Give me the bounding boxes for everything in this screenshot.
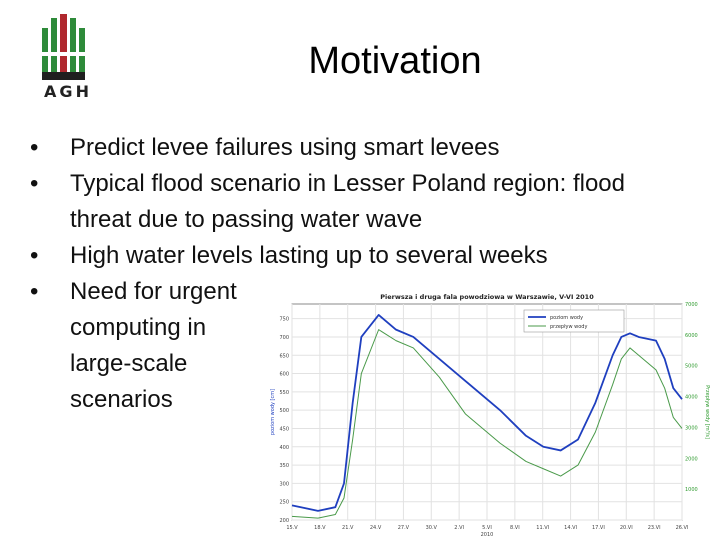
y-tick-label: 200 [279,518,289,524]
bullet-text: High water levels lasting up to several … [70,242,548,269]
y2-tick-label: 4000 [685,395,698,401]
agh-logo [42,14,85,80]
logo-text: AGH [44,82,92,101]
y-tick-label: 400 [279,445,289,451]
y2-tick-label: 2000 [685,456,698,462]
bullet-list: • Predict levee failures using smart lev… [30,130,690,418]
series-line-2 [291,329,683,519]
bullet-item: • Predict levee failures using smart lev… [30,130,690,166]
chart-title: Pierwsza i druga fala powodziowa w Warsz… [380,293,594,301]
bullet-symbol: • [30,278,39,305]
x-tick-label: 21.V [342,525,354,531]
y-tick-label: 600 [279,372,289,378]
y-tick-label: 650 [279,353,289,359]
legend-label: poziom wody [550,315,583,321]
x-tick-label: 18.V [314,525,326,531]
y-tick-label: 250 [279,500,289,506]
x-tick-label: 27.V [398,525,410,531]
y-tick-label: 300 [279,481,289,487]
chart-svg: 200 250 300 350 400 450 500 550 600 650 700 750 15.V… [270,293,710,538]
legend-label: przepływ wody [550,324,587,330]
bullet-text: Predict levee failures using smart levee… [70,134,500,161]
slide-title: Motivation [308,40,482,82]
x-tick-label: 11.VI [536,525,549,531]
x-tick-label: 30.V [426,525,438,531]
y-tick-label: 500 [279,408,289,414]
x-tick-label: 5.VI [482,525,492,531]
x-tick-label: 8.VI [510,525,520,531]
y2-tick-label: 6000 [685,333,698,339]
y2-tick-label: 3000 [685,425,698,431]
x-tick-label: 26.VI [676,525,689,531]
y-tick-label: 450 [279,426,289,432]
x-tick-label: 23.VI [648,525,661,531]
logo-emblem [42,14,85,80]
bullet-text: Need for urgent computing in large-scale… [70,278,237,413]
x-axis-label: 2010 [481,532,494,536]
bullet-item: • Need for urgent computing in large-sca… [30,274,690,418]
bullet-item: • Typical flood scenario in Lesser Polan… [30,166,690,238]
x-tick-label: 14.VI [564,525,577,531]
x-tick-label: 20.VI [620,525,633,531]
water-level-chart: 200 250 300 350 400 450 500 550 600 650 700 750 15.V… [266,290,712,538]
bullet-symbol: • [30,134,39,161]
y-tick-label: 350 [279,463,289,469]
series-line-1 [291,314,683,512]
bullet-symbol: • [30,242,39,269]
bullet-text: Typical flood scenario in Lesser Poland … [70,170,625,233]
y-axis-label: poziom wody [cm] [270,389,276,435]
bullet-item: • High water levels lasting up to severa… [30,238,690,274]
x-tick-label: 15.V [286,525,298,531]
legend-box [523,309,625,333]
y2-tick-label: 5000 [685,364,698,370]
y-tick-label: 550 [279,390,289,396]
y-tick-label: 700 [279,335,289,341]
y-tick-label: 750 [279,317,289,323]
x-tick-label: 2.VI [454,525,464,531]
x-tick-label: 24.V [370,525,382,531]
bullet-symbol: • [30,170,39,197]
y2-tick-label: 1000 [685,487,698,493]
y2-axis-label: Przepływ wody [m³/s] [704,385,710,439]
x-tick-label: 17.VI [592,525,605,531]
y2-tick-label: 7000 [685,302,698,308]
